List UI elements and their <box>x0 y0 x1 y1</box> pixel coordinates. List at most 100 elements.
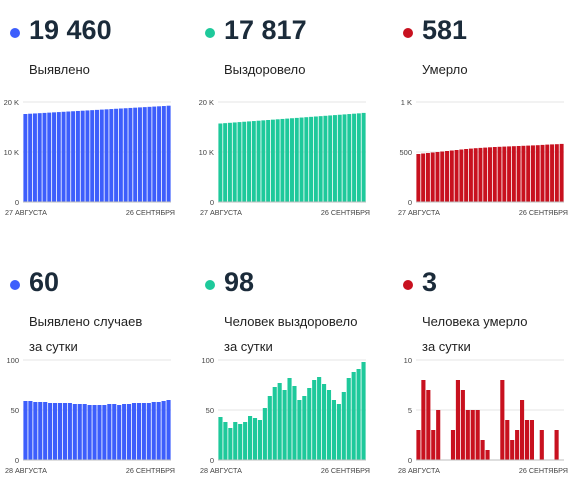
bar <box>72 404 77 460</box>
bar <box>356 369 361 460</box>
bar <box>287 378 292 460</box>
bar <box>267 396 272 460</box>
stat-label: Умерло <box>422 62 468 77</box>
bar <box>520 400 525 460</box>
bar <box>346 378 351 460</box>
bar <box>285 118 290 202</box>
bar <box>52 112 57 202</box>
bar <box>227 122 232 202</box>
bar <box>318 116 323 202</box>
y-tick-label: 50 <box>206 406 214 415</box>
bar <box>272 387 277 460</box>
bar <box>218 417 223 460</box>
bar <box>470 410 475 460</box>
bar-chart: 0 10 K 20 K 27 АВГУСТА 26 СЕНТЯБРЯ <box>199 98 370 217</box>
y-tick-label: 50 <box>11 406 19 415</box>
stat-value: 581 <box>422 15 468 45</box>
bar <box>431 430 436 460</box>
bar <box>436 410 441 460</box>
bar-chart: 0 50 100 28 АВГУСТА 26 СЕНТЯБРЯ <box>5 356 175 475</box>
bar <box>455 380 460 460</box>
bar <box>47 112 52 203</box>
bar <box>535 145 540 202</box>
bar <box>147 106 152 202</box>
bar <box>233 422 238 460</box>
bar <box>465 410 470 460</box>
bar <box>309 116 314 202</box>
bar <box>337 114 342 202</box>
stat-label: Выявлено <box>29 62 90 77</box>
bar <box>488 147 492 202</box>
bar <box>277 383 282 460</box>
bar <box>511 146 516 202</box>
bar <box>356 113 361 202</box>
bar <box>480 440 485 460</box>
bar <box>56 112 61 202</box>
bullet-dot-icon <box>403 28 413 38</box>
stat-panel: 3 Человека умерло за сутки 0 5 10 28 АВГУСТА 26… <box>398 252 573 492</box>
bar <box>317 377 322 460</box>
bar <box>299 117 304 202</box>
bar <box>118 108 123 202</box>
bar <box>107 404 112 460</box>
stat-panel: 60 Выявлено случаев за сутки 0 50 100 28 АВГУС… <box>5 252 185 492</box>
bar <box>161 401 166 460</box>
bar <box>416 430 421 460</box>
bar <box>66 111 71 202</box>
bar <box>114 108 119 202</box>
bar <box>500 380 505 460</box>
bar <box>313 116 318 202</box>
stat-panel: 19 460 Выявлено 0 10 K 20 K 27 АВГУСТА 26 СЕНТ… <box>4 0 185 240</box>
y-tick-label: 100 <box>201 356 214 365</box>
bar <box>137 107 142 202</box>
bar <box>87 405 92 460</box>
bar <box>262 408 267 460</box>
bar <box>282 390 287 460</box>
bar <box>516 146 521 202</box>
bar <box>67 403 72 460</box>
bar <box>237 122 242 202</box>
bar <box>421 153 426 202</box>
bar <box>266 120 271 202</box>
y-tick-label: 0 <box>408 456 412 465</box>
bar <box>328 115 333 202</box>
bar-chart: 0 500 1 K 27 АВГУСТА 26 СЕНТЯБРЯ <box>398 98 568 217</box>
bar <box>37 113 42 202</box>
bar <box>332 115 337 202</box>
bar <box>322 384 327 460</box>
stat-label: за сутки <box>224 339 273 354</box>
x-end-label: 26 СЕНТЯБРЯ <box>519 208 568 217</box>
bar <box>530 145 535 202</box>
stat-value: 19 460 <box>29 15 112 45</box>
bar-chart: 0 5 10 28 АВГУСТА 26 СЕНТЯБРЯ <box>398 356 568 475</box>
stat-value: 60 <box>29 267 60 297</box>
bar <box>142 107 147 203</box>
x-start-label: 27 АВГУСТА <box>398 208 440 217</box>
y-tick-label: 0 <box>15 198 19 207</box>
bar <box>478 147 483 202</box>
bar <box>32 113 37 202</box>
bar <box>529 420 534 460</box>
bar <box>136 403 141 460</box>
bar <box>61 111 66 202</box>
bar <box>28 113 33 202</box>
bar <box>290 118 294 202</box>
bar <box>48 403 53 460</box>
bar <box>104 109 109 202</box>
bar <box>251 121 256 202</box>
bar <box>326 390 332 460</box>
bar <box>505 420 510 460</box>
bar <box>252 418 258 460</box>
bar <box>304 117 309 202</box>
bar <box>342 114 347 202</box>
bar <box>218 123 223 202</box>
bar <box>323 115 328 202</box>
y-tick-label: 10 <box>404 356 412 365</box>
bar <box>454 150 459 202</box>
bar <box>146 403 151 460</box>
y-tick-label: 0 <box>15 456 19 465</box>
bar <box>280 118 285 202</box>
x-start-label: 27 АВГУСТА <box>200 208 242 217</box>
x-start-label: 28 АВГУСТА <box>200 466 242 475</box>
stat-value: 3 <box>422 267 438 297</box>
